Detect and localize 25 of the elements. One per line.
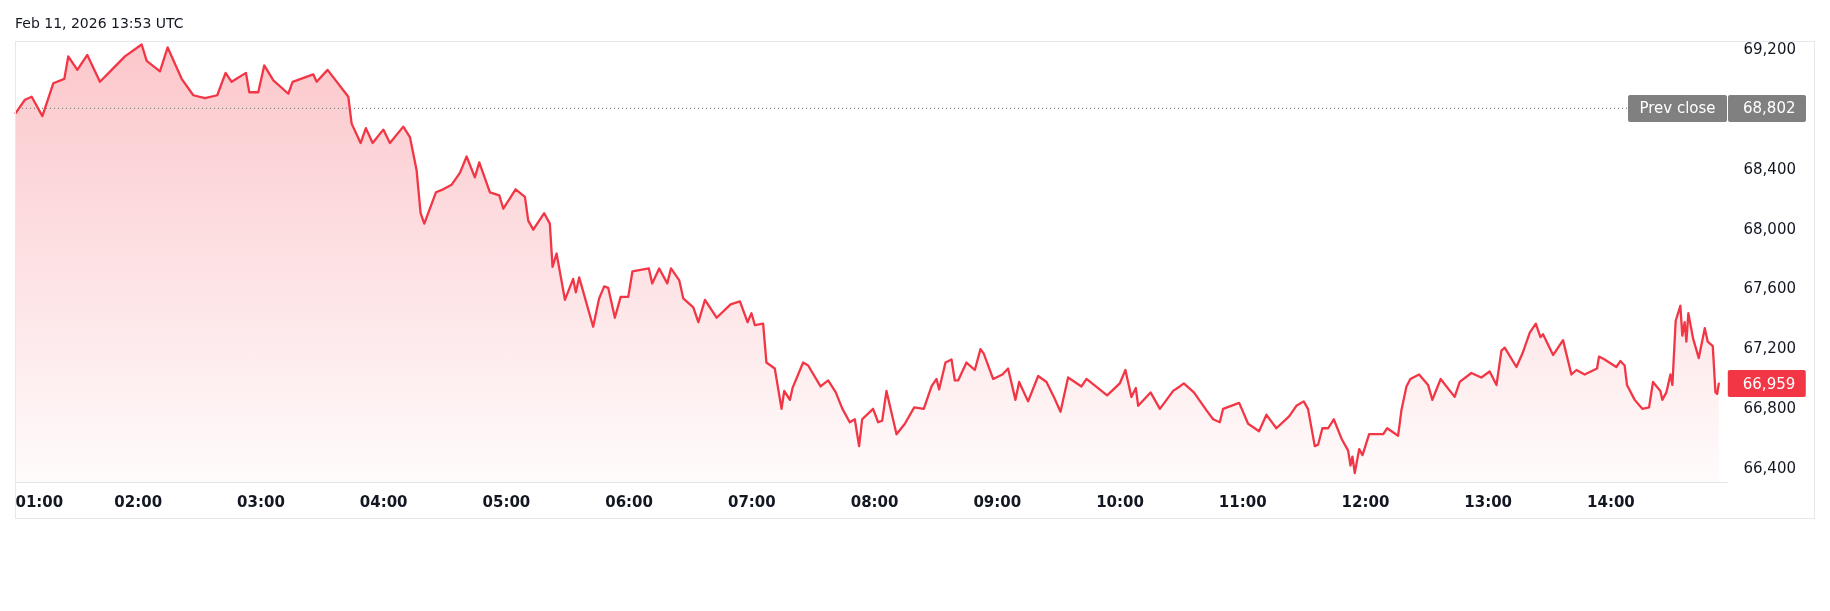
x-tick-label: 13:00 xyxy=(1464,492,1513,511)
y-tick-label: 67,600 xyxy=(1743,279,1796,298)
y-tick-label: 66,400 xyxy=(1743,458,1796,477)
y-tick-label: 68,000 xyxy=(1743,219,1796,238)
x-tick-label: 07:00 xyxy=(727,492,776,511)
x-tick-label: 09:00 xyxy=(973,492,1022,511)
x-tick-label: 11:00 xyxy=(1218,492,1267,511)
x-tick-label: 10:00 xyxy=(1096,492,1144,511)
text: 68,802 xyxy=(1743,99,1796,118)
x-tick-label: 03:00 xyxy=(237,492,285,511)
ref-line-label: Prev close xyxy=(1639,99,1716,118)
y-tick-label: 66,800 xyxy=(1743,398,1796,417)
chart-title: Feb 11, 2026 13:53 UTC xyxy=(15,15,184,31)
x-tick-label: 12:00 xyxy=(1341,492,1390,511)
x-tick-label: 08:00 xyxy=(850,492,899,511)
y-tick-label: 67,200 xyxy=(1743,339,1796,358)
x-tick-label: 05:00 xyxy=(482,492,531,511)
annotation: 66,959 xyxy=(1742,374,1796,393)
x-tick-label: 01:00 xyxy=(15,492,64,511)
y-tick-label: 69,200 xyxy=(1743,40,1796,59)
x-tick-label: 02:00 xyxy=(114,492,163,511)
x-tick-label: 06:00 xyxy=(605,492,653,511)
x-tick-label: 14:00 xyxy=(1587,492,1635,511)
x-tick-label: 04:00 xyxy=(359,492,408,511)
y-tick-label: 68,400 xyxy=(1743,159,1796,178)
